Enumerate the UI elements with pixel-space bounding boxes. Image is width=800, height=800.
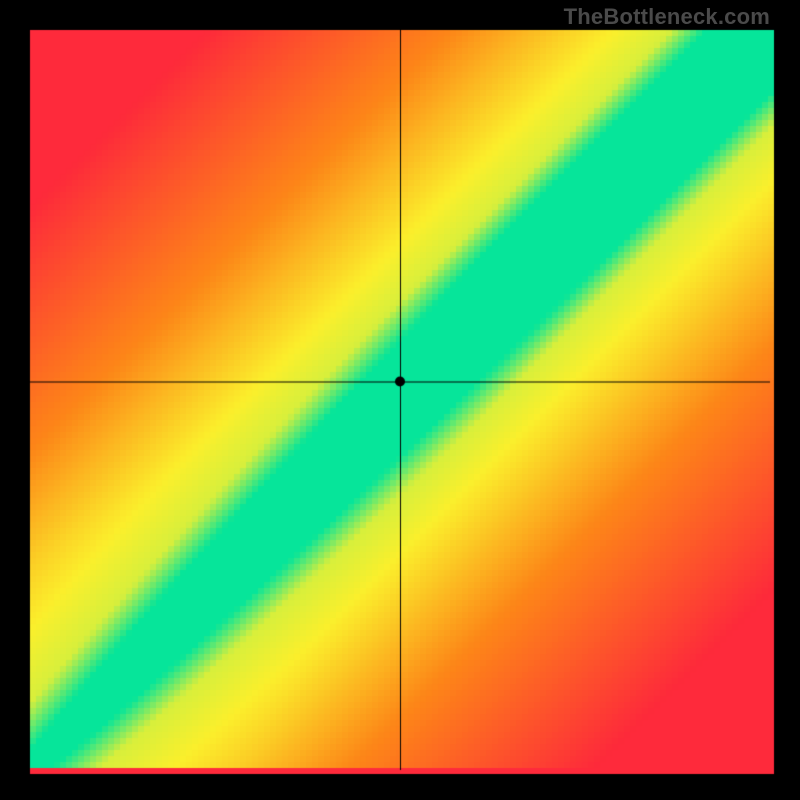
- chart-container: TheBottleneck.com: [0, 0, 800, 800]
- watermark-text: TheBottleneck.com: [564, 4, 770, 30]
- heatmap-canvas: [0, 0, 800, 800]
